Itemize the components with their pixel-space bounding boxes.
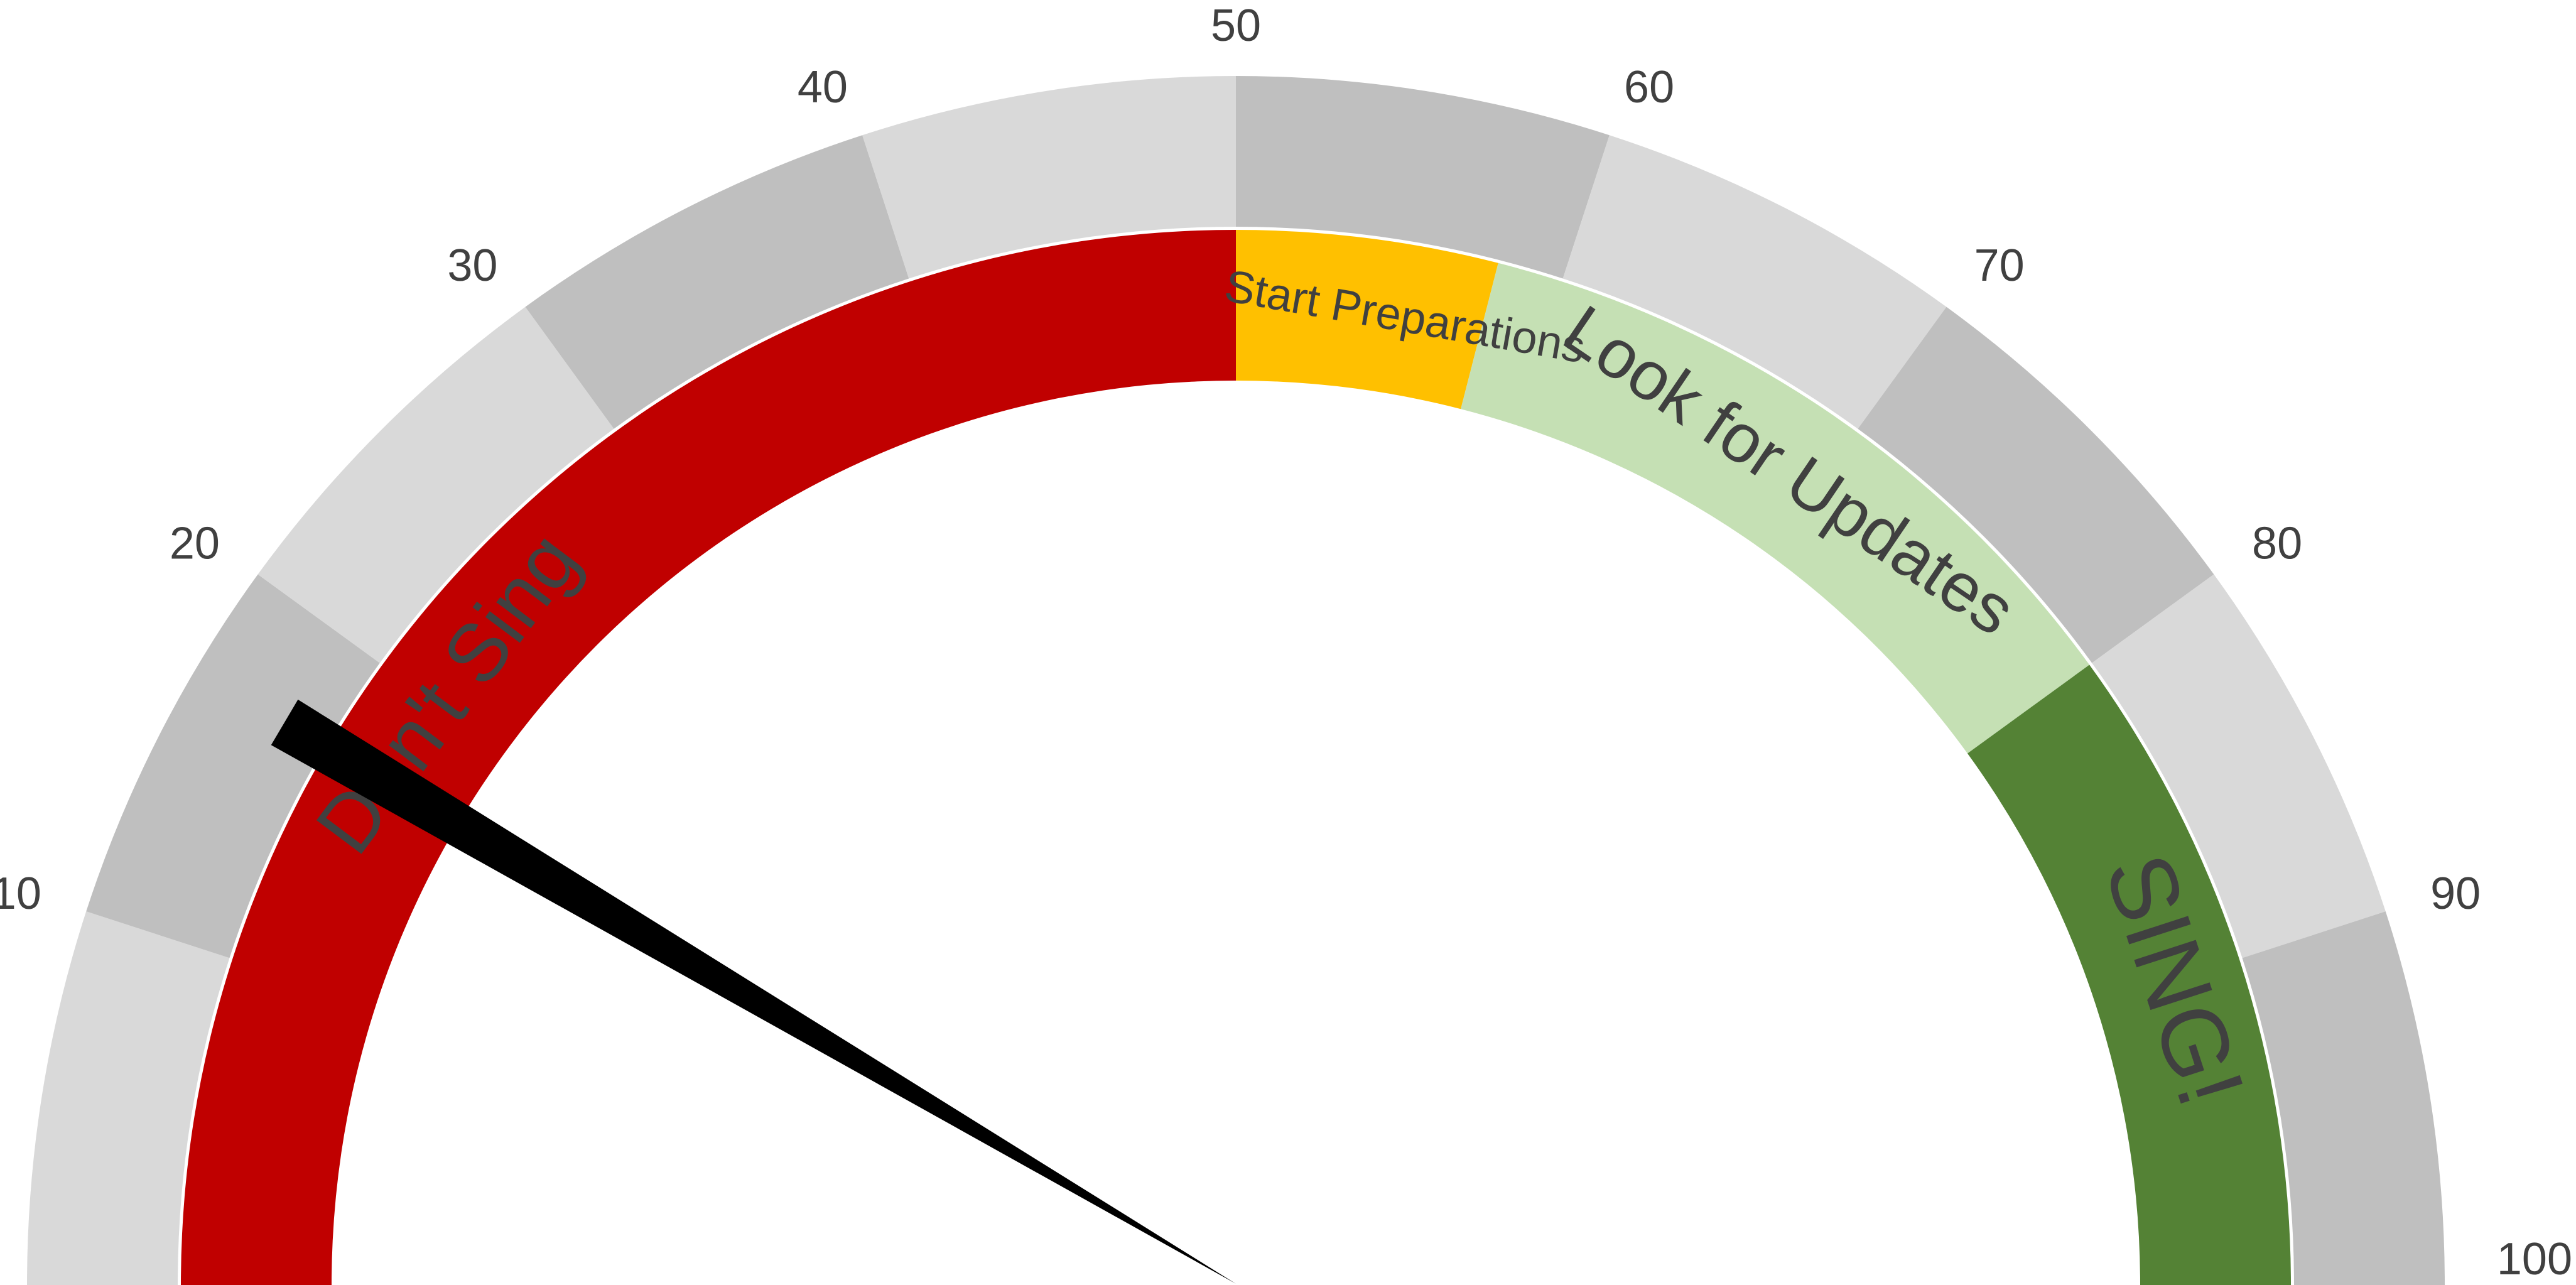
tick-label: 60: [1624, 62, 1674, 112]
tick-label: 50: [1211, 1, 1261, 51]
scale-segment: [2092, 574, 2386, 958]
scale-segment: [1858, 306, 2214, 663]
tick-label: 100: [2497, 1234, 2572, 1284]
tick-label: 90: [2430, 869, 2481, 919]
tick-label: 30: [447, 241, 497, 291]
needle-group: [271, 699, 1236, 1284]
scale-segment: [525, 135, 909, 429]
band-segment: [181, 230, 1236, 1285]
scale-segment: [1236, 76, 1610, 279]
scale-segment: [86, 574, 380, 958]
gauge-needle: [271, 699, 1236, 1284]
tick-label: 70: [1974, 241, 2025, 291]
scale-segment: [27, 911, 230, 1285]
band-segment: [1236, 230, 1498, 409]
tick-label: 20: [170, 518, 220, 568]
scale-ring: [27, 76, 2445, 1285]
scale-segment: [862, 76, 1236, 279]
tick-label: 80: [2252, 518, 2302, 568]
band-segment: [1461, 263, 2090, 754]
scale-segment: [1562, 135, 1947, 429]
band-ring: [181, 230, 2291, 1285]
scale-segment: [2242, 911, 2445, 1285]
tick-label: 40: [798, 62, 848, 112]
scale-segment: [257, 306, 614, 663]
band-segment: [1967, 664, 2291, 1285]
tick-label: 10: [0, 869, 41, 919]
